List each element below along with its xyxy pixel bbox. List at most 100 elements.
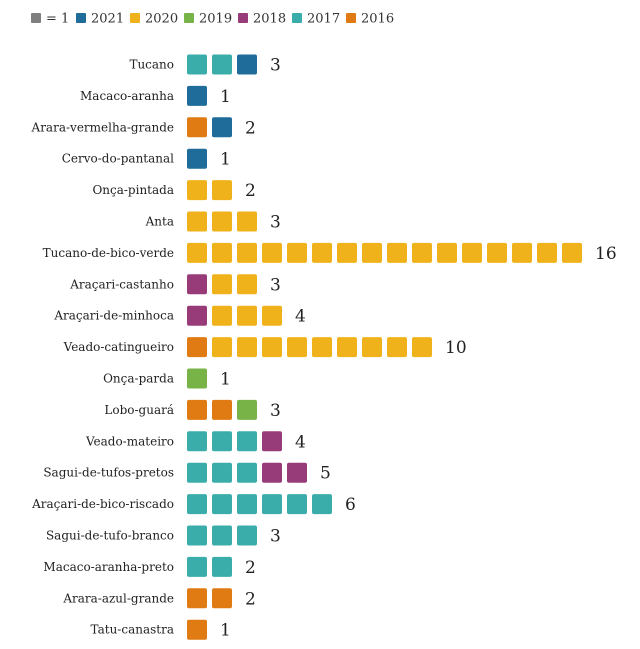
row-2: Arara-vermelha-grande 2 xyxy=(31,117,256,138)
total-value-label: 1 xyxy=(220,370,231,390)
unit-square-2021 xyxy=(187,85,207,106)
unit-square-2021 xyxy=(237,54,257,75)
category-label: Lobo-guará xyxy=(104,403,174,417)
unit-square-2018 xyxy=(262,431,282,452)
unit-square-2016 xyxy=(187,619,207,640)
category-label: Macaco-aranha xyxy=(80,89,174,103)
unit-square-2020 xyxy=(437,242,457,263)
unit-square-2020 xyxy=(187,242,207,263)
unit-square-2016 xyxy=(187,588,207,609)
legend-unit-swatch xyxy=(31,13,41,23)
unit-square-2020 xyxy=(312,242,332,263)
legend-label-2016: 2016 xyxy=(361,12,394,27)
row-9: Veado-catingueiro 10 xyxy=(63,337,467,358)
legend-swatch-2016 xyxy=(346,13,356,23)
unit-square-2020 xyxy=(537,242,557,263)
legend-swatch-2020 xyxy=(130,13,140,23)
unit-square-2020 xyxy=(237,305,257,326)
unit-square-2020 xyxy=(212,242,232,263)
total-value-label: 1 xyxy=(220,621,231,641)
row-1: Macaco-aranha 1 xyxy=(80,85,231,107)
unit-square-2020 xyxy=(262,305,282,326)
category-label: Onça-pintada xyxy=(92,183,174,197)
total-value-label: 4 xyxy=(295,307,306,327)
total-value-label: 3 xyxy=(270,56,281,76)
legend-swatch-2017 xyxy=(292,13,302,23)
total-value-label: 2 xyxy=(245,589,256,609)
unit-square-2020 xyxy=(187,180,207,201)
total-value-label: 2 xyxy=(245,558,256,578)
unit-square-2021 xyxy=(187,148,207,169)
row-5: Anta 3 xyxy=(145,211,281,233)
unit-square-2017 xyxy=(187,462,207,483)
row-10: Onça-parda 1 xyxy=(103,368,231,390)
total-value-label: 2 xyxy=(245,118,256,138)
category-label: Araçari-de-bico-riscado xyxy=(31,497,174,511)
unit-square-2020 xyxy=(387,337,407,358)
unit-square-2017 xyxy=(187,494,207,515)
row-13: Sagui-de-tufos-pretos 5 xyxy=(43,462,331,484)
category-label: Arara-azul-grande xyxy=(62,591,174,605)
legend-swatch-2021 xyxy=(76,13,86,23)
total-value-label: 5 xyxy=(320,464,331,484)
unit-square-2017 xyxy=(287,494,307,515)
unit-square-2020 xyxy=(262,337,282,358)
total-value-label: 3 xyxy=(270,401,281,421)
total-value-label: 6 xyxy=(345,495,356,515)
unit-square-2020 xyxy=(562,242,582,263)
unit-square-2016 xyxy=(187,117,207,138)
total-value-label: 4 xyxy=(295,432,306,452)
category-label: Arara-vermelha-grande xyxy=(31,120,174,134)
unit-square-2020 xyxy=(237,274,257,295)
unit-square-2017 xyxy=(312,494,332,515)
legend-swatch-2019 xyxy=(184,13,194,23)
unit-square-2018 xyxy=(262,462,282,483)
total-value-label: 3 xyxy=(270,527,281,547)
category-label: Araçari-castanho xyxy=(69,277,174,291)
unit-square-2017 xyxy=(212,431,232,452)
row-15: Sagui-de-tufo-branco 3 xyxy=(46,525,281,547)
unit-square-2020 xyxy=(212,274,232,295)
unit-square-2020 xyxy=(362,337,382,358)
category-label: Sagui-de-tufos-pretos xyxy=(43,466,174,480)
unit-square-2017 xyxy=(212,54,232,75)
unit-square-2016 xyxy=(187,337,207,358)
unit-square-2017 xyxy=(237,462,257,483)
unit-square-2020 xyxy=(262,242,282,263)
unit-square-2020 xyxy=(337,242,357,263)
unit-square-2020 xyxy=(312,337,332,358)
category-label: Tucano xyxy=(129,58,174,72)
unit-square-2016 xyxy=(212,399,232,420)
unit-square-2020 xyxy=(287,337,307,358)
unit-square-2020 xyxy=(212,337,232,358)
unit-square-2017 xyxy=(187,431,207,452)
unit-square-2017 xyxy=(237,525,257,546)
unit-square-2020 xyxy=(462,242,482,263)
legend-label-2020: 2020 xyxy=(145,12,178,27)
legend: = 1 2021 2020 2019 2018 2017 2016 xyxy=(31,12,394,27)
row-7: Araçari-castanho 3 xyxy=(69,274,281,295)
row-12: Veado-mateiro 4 xyxy=(85,431,306,452)
total-value-label: 2 xyxy=(245,181,256,201)
category-label: Cervo-do-pantanal xyxy=(62,152,174,166)
legend-label-2018: 2018 xyxy=(253,12,286,27)
total-value-label: 1 xyxy=(220,150,231,170)
row-4: Onça-pintada 2 xyxy=(92,180,256,201)
total-value-label: 1 xyxy=(220,87,231,107)
unit-square-2017 xyxy=(212,494,232,515)
row-3: Cervo-do-pantanal 1 xyxy=(62,148,231,170)
unit-square-2020 xyxy=(337,337,357,358)
unit-square-2020 xyxy=(387,242,407,263)
unit-square-2020 xyxy=(412,242,432,263)
total-value-label: 10 xyxy=(445,338,467,358)
unit-square-2020 xyxy=(512,242,532,263)
row-17: Arara-azul-grande 2 xyxy=(62,588,256,609)
unit-square-2018 xyxy=(187,305,207,326)
category-label: Veado-catingueiro xyxy=(63,340,174,354)
unit-square-2017 xyxy=(212,525,232,546)
unit-square-2020 xyxy=(187,211,207,232)
total-value-label: 3 xyxy=(270,275,281,295)
unit-square-2020 xyxy=(237,337,257,358)
unit-square-2020 xyxy=(237,242,257,263)
row-14: Araçari-de-bico-riscado 6 xyxy=(31,494,356,515)
